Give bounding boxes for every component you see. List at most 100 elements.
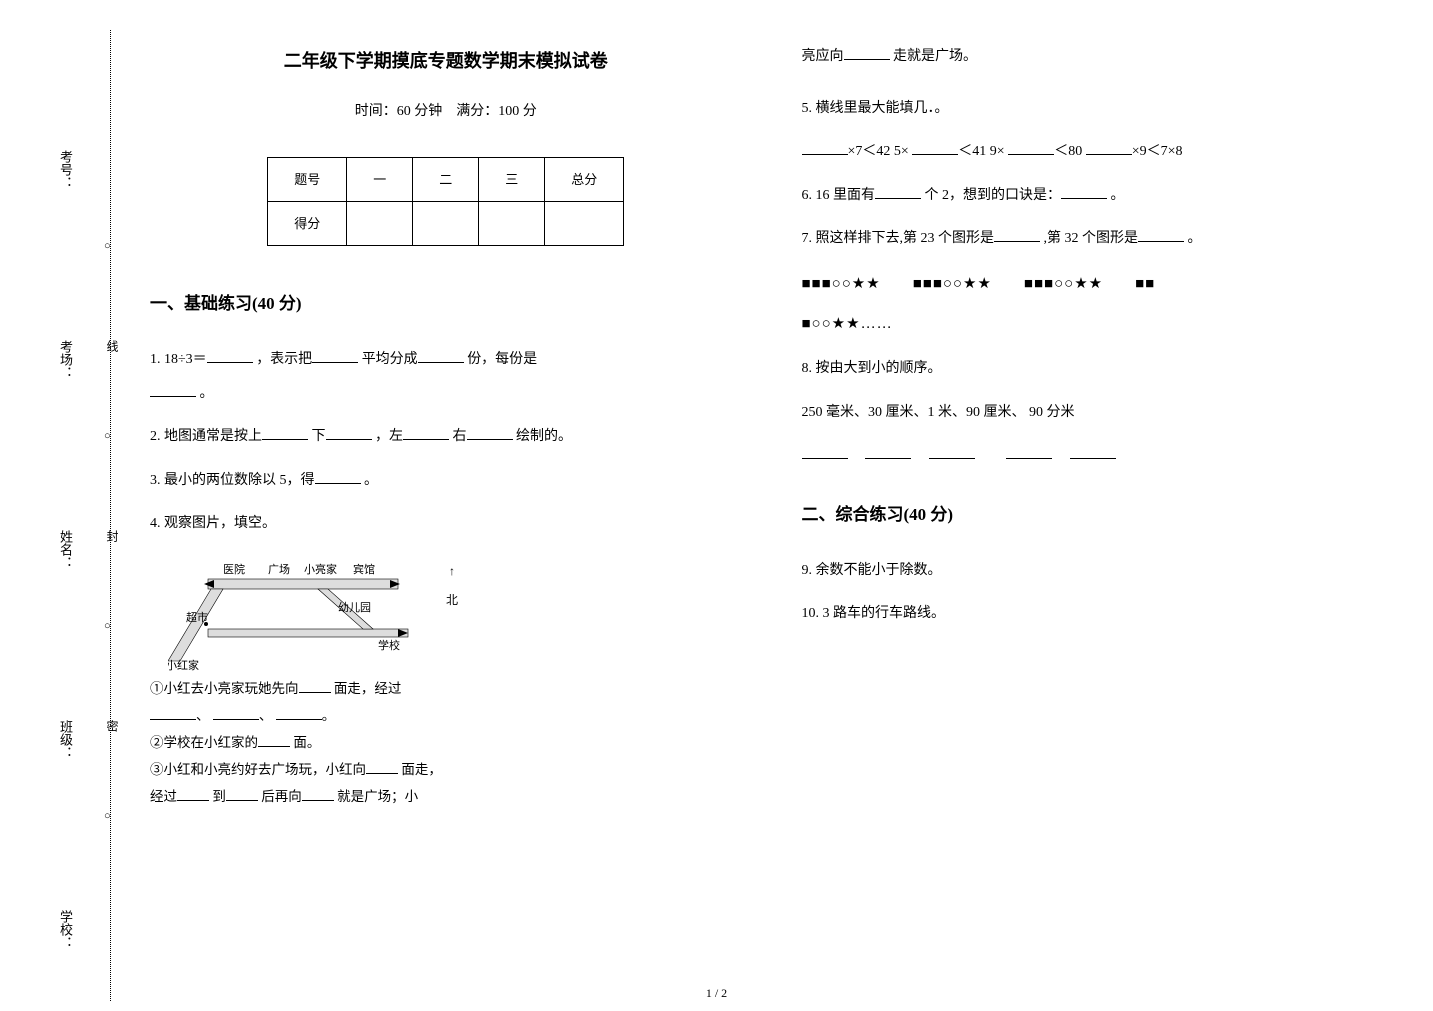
q4s-text: ③小红和小亮约好去广场玩，小红向 (150, 762, 366, 777)
seal-mi: 密 (104, 720, 121, 738)
question-4: 4. 观察图片，填空。 (150, 507, 742, 541)
question-5: 5. 横线里最大能填几．。 (802, 92, 1394, 126)
blank (1061, 185, 1107, 199)
blank (844, 46, 890, 60)
blank (262, 426, 308, 440)
north-indicator: ↑ 北 (446, 557, 458, 615)
q7-text: 。 (1188, 231, 1202, 246)
map-svg: 医院 广场 小亮家 宾馆 超市 小红家 幼儿园 学校 (168, 551, 428, 671)
score-th: 总分 (545, 157, 624, 201)
blank (276, 706, 322, 720)
blank (207, 349, 253, 363)
section-1-head: 一、基础练习(40 分) (150, 284, 742, 325)
blank (326, 426, 372, 440)
q4s-text: 面走，经过 (334, 681, 402, 696)
q6-text: 6. 16 里面有 (802, 188, 876, 203)
map-label-hong: 小红家 (168, 658, 199, 671)
question-8: 8. 按由大到小的顺序。 (802, 352, 1394, 386)
score-th: 一 (347, 157, 413, 201)
q4s-text: 就是广场；小 (337, 789, 418, 804)
map-diagram: 医院 广场 小亮家 宾馆 超市 小红家 幼儿园 学校 ↑ 北 (168, 551, 448, 671)
blank (1138, 228, 1184, 242)
q5r-text: ＜80 (1054, 144, 1086, 159)
blank (403, 426, 449, 440)
q4s-text: ①小红去小亮家玩她先向 (150, 681, 299, 696)
page-body: 二年级下学期摸底专题数学期末模拟试卷 时间：60 分钟 满分：100 分 题号 … (150, 40, 1393, 981)
q5r-text: ×9＜7×8 (1132, 144, 1183, 159)
map-label-liang: 小亮家 (304, 562, 337, 576)
blank (875, 185, 921, 199)
blank (802, 445, 848, 459)
map-label-school: 学校 (378, 638, 400, 652)
q4s-text: ②学校在小红家的 (150, 735, 258, 750)
score-cell (545, 201, 624, 245)
question-10: 10. 3 路车的行车路线。 (802, 597, 1394, 631)
north-label: 北 (446, 586, 458, 615)
score-table: 题号 一 二 三 总分 得分 (267, 157, 624, 246)
blank (994, 228, 1040, 242)
right-column: 亮应向 走就是广场。 5. 横线里最大能填几．。 ×7＜42 5× ＜41 9×… (802, 40, 1394, 981)
label-class: 班级： (56, 720, 75, 759)
question-7: 7. 照这样排下去,第 23 个图形是 ,第 32 个图形是 。 (802, 222, 1394, 256)
blank (258, 733, 290, 747)
blank (150, 706, 196, 720)
blank (467, 426, 513, 440)
exam-subtitle: 时间：60 分钟 满分：100 分 (150, 95, 742, 129)
question-8-items: 250 毫米、30 厘米、1 米、90 厘米、 90 分米 (802, 396, 1394, 430)
page-number: 1 / 2 (706, 986, 727, 1001)
q4s-text: 、 (259, 708, 273, 723)
blank (213, 706, 259, 720)
blank (150, 383, 196, 397)
question-8-blanks (802, 439, 1394, 473)
q7-text: 7. 照这样排下去,第 23 个图形是 (802, 231, 995, 246)
q5-title: 5. 横线里最大能填几．。 (802, 101, 949, 116)
q5r-text: ×7＜42 5× (848, 144, 909, 159)
q2-text: 2. 地图通常是按上 (150, 429, 262, 444)
label-name: 姓名： (56, 530, 75, 569)
question-5-row: ×7＜42 5× ＜41 9× ＜80 ×9＜7×8 (802, 135, 1394, 169)
blank (1086, 141, 1132, 155)
score-th: 二 (413, 157, 479, 201)
pattern-row-1: ■■■○○★★ ■■■○○★★ ■■■○○★★ ■■ (802, 266, 1394, 302)
q2-text: 右 (453, 429, 467, 444)
q7-text: ,第 32 个图形是 (1044, 231, 1139, 246)
arrow-up-icon: ↑ (446, 557, 458, 586)
score-cell (479, 201, 545, 245)
blank (302, 787, 334, 801)
question-3: 3. 最小的两位数除以 5，得 。 (150, 464, 742, 498)
q4s-text: 后再向 (261, 789, 302, 804)
q4s-text: 、 (196, 708, 210, 723)
blank (312, 349, 358, 363)
q8-title: 8. 按由大到小的顺序。 (802, 361, 942, 376)
blank (929, 445, 975, 459)
score-row-label: 得分 (268, 201, 347, 245)
q3-text: 3. 最小的两位数除以 5，得 (150, 473, 315, 488)
q1-text: 1. 18÷3＝ (150, 352, 207, 367)
pattern-row-2: ■○○★★…… (802, 306, 1394, 342)
blank (299, 679, 331, 693)
question-9: 9. 余数不能小于除数。 (802, 554, 1394, 588)
label-number: 考号： (56, 150, 75, 189)
q5r-text: ＜41 9× (958, 144, 1004, 159)
blank (1006, 445, 1052, 459)
q1-text: ，表示把 (256, 352, 312, 367)
exam-title: 二年级下学期摸底专题数学期末模拟试卷 (150, 40, 742, 83)
blank (865, 445, 911, 459)
score-th: 三 (479, 157, 545, 201)
map-label-kinder: 幼儿园 (338, 601, 371, 614)
map-label-hotel: 宾馆 (353, 562, 375, 576)
circle-mark: ○ (104, 240, 111, 252)
circle-mark: ○ (104, 430, 111, 442)
score-th: 题号 (268, 157, 347, 201)
blank (226, 787, 258, 801)
circle-mark: ○ (104, 620, 111, 632)
blank (418, 349, 464, 363)
map-label-square: 广场 (268, 562, 290, 576)
q4s-text: 面。 (293, 735, 320, 750)
blank (912, 141, 958, 155)
q2-text: 下 (312, 429, 326, 444)
q2-text: ，左 (375, 429, 403, 444)
q4s-text: 经过 (150, 789, 177, 804)
score-cell (347, 201, 413, 245)
q1-text: 。 (200, 386, 214, 401)
